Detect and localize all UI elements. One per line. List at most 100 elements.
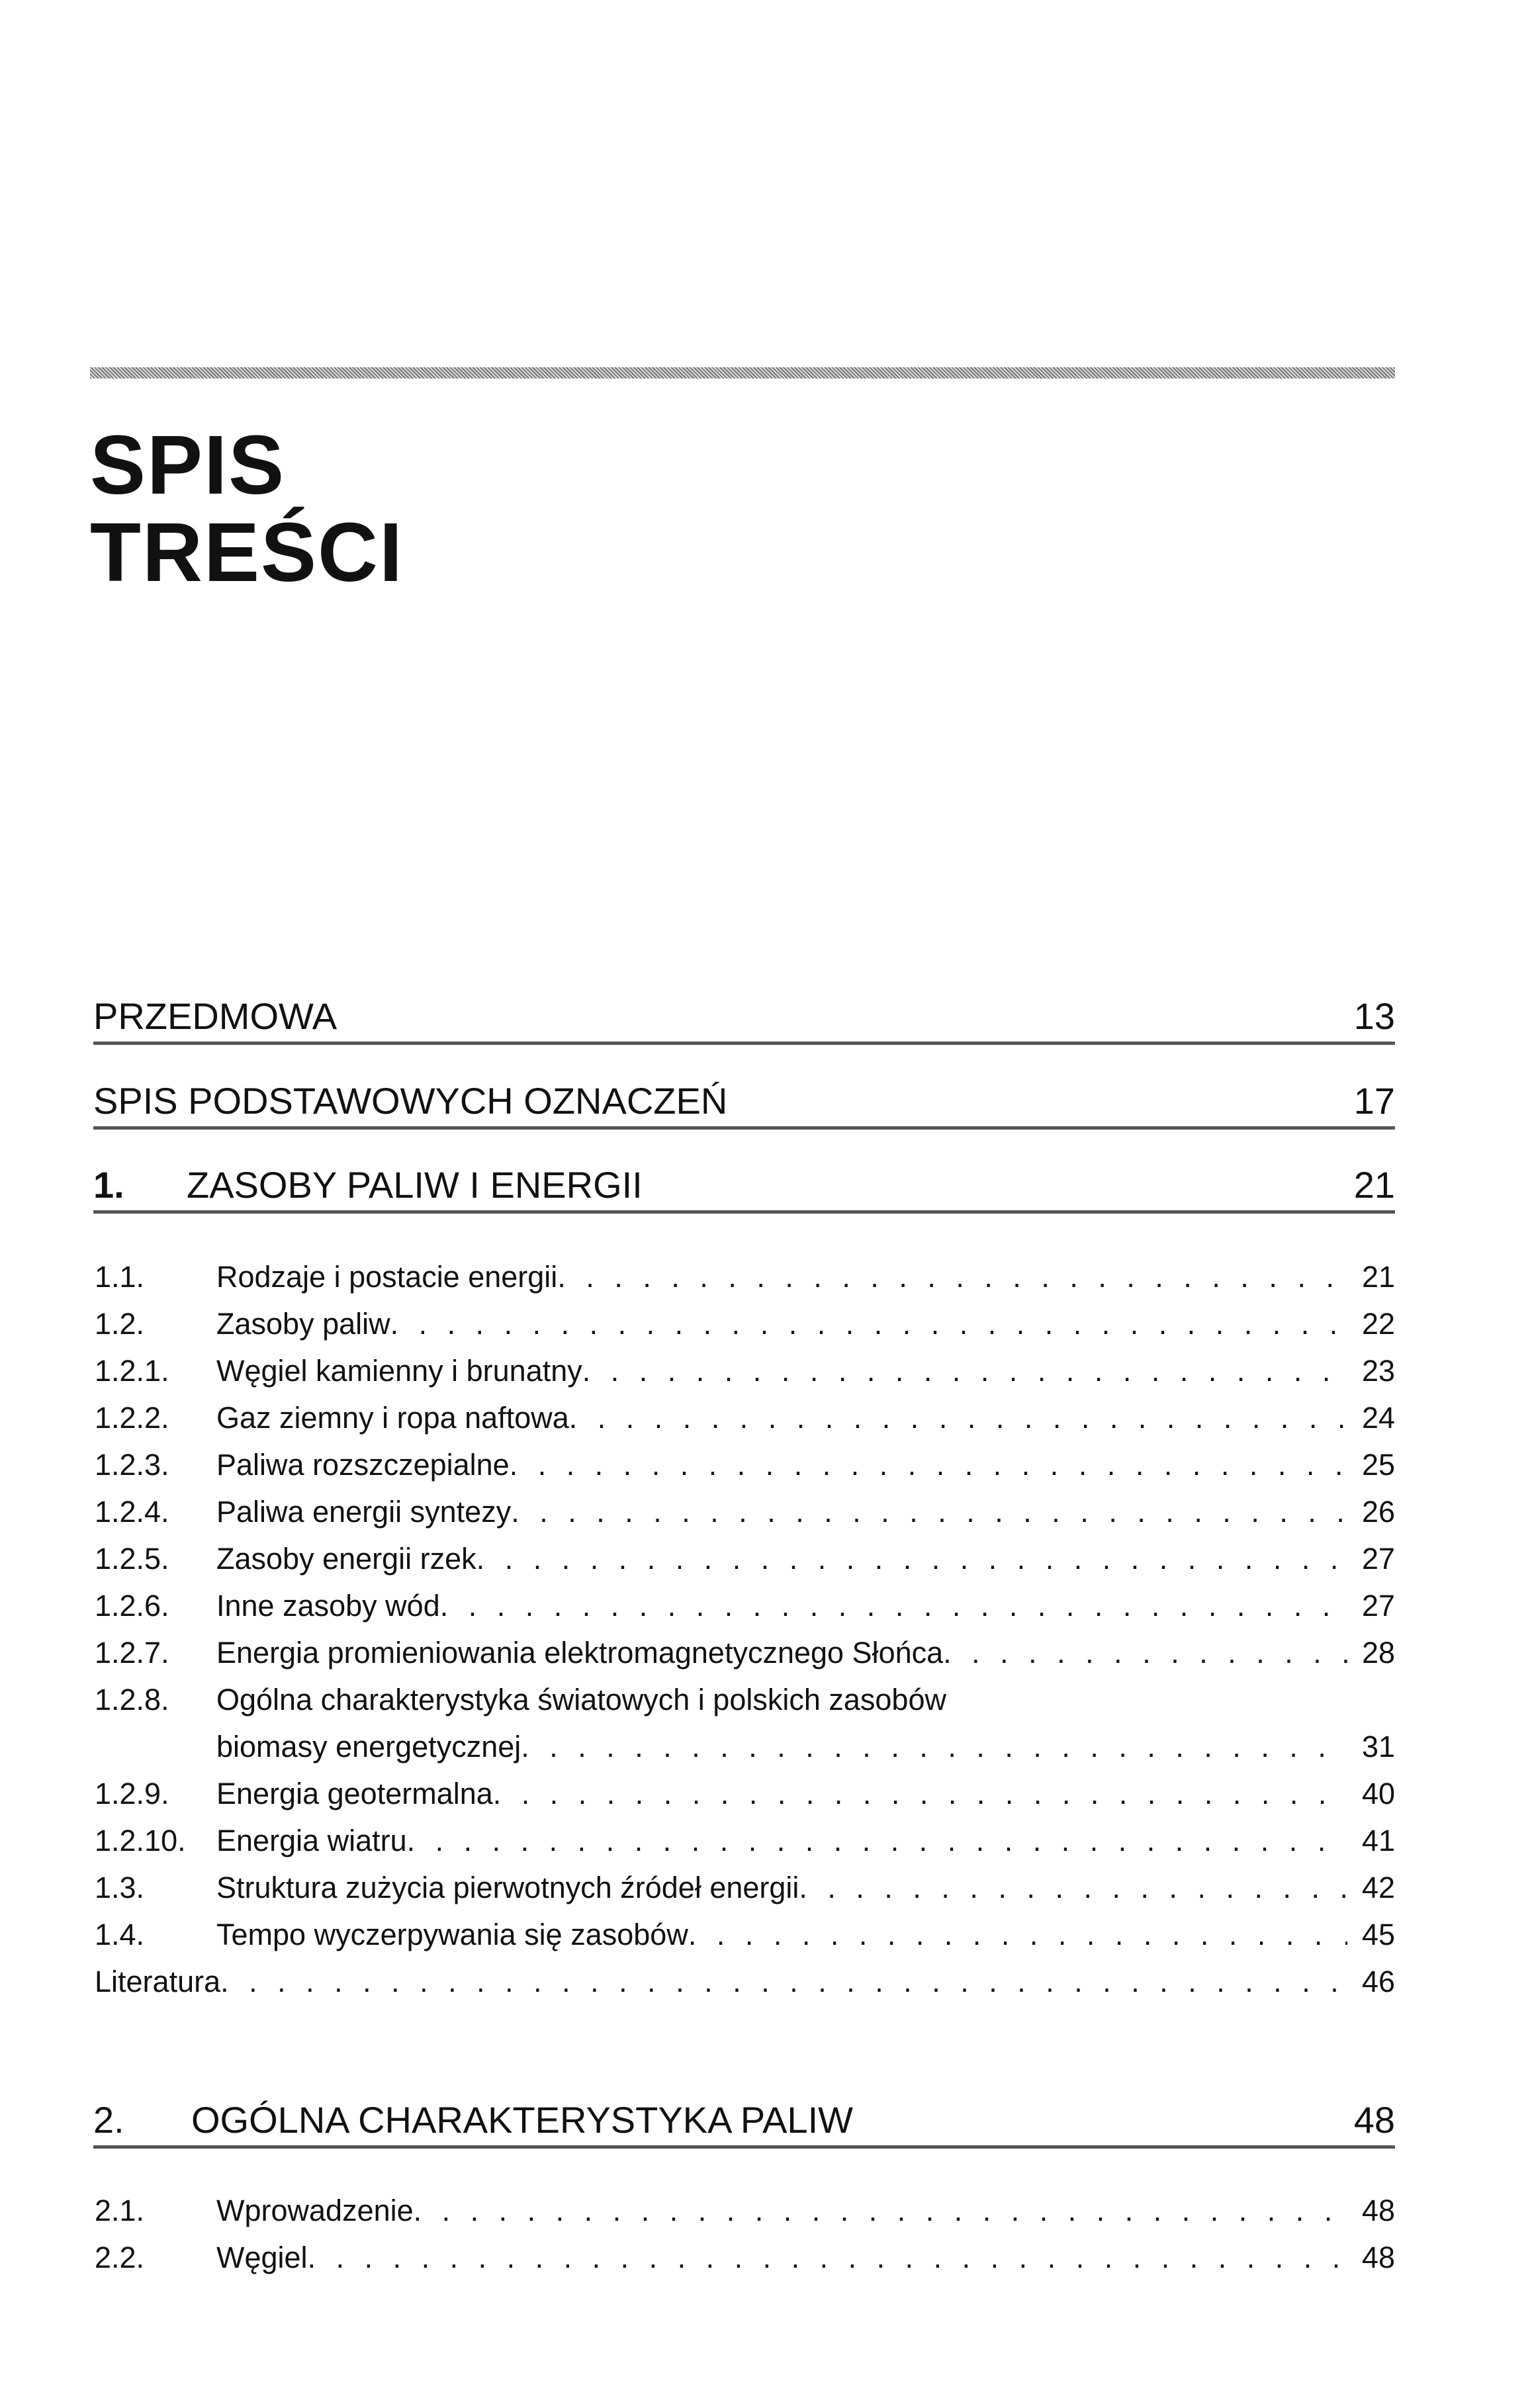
entry-title: Energia geotermalna: [216, 1777, 493, 1810]
dot-leader: [440, 1586, 1347, 1626]
entry-number: 1.2.: [95, 1307, 145, 1341]
page-title-line1: SPIS: [90, 418, 286, 512]
section-label: SPIS PODSTAWOWYCH OZNACZEŃ: [93, 1080, 728, 1122]
dot-leader: [688, 1915, 1347, 1955]
entry-number: 1.2.10.: [95, 1824, 186, 1857]
chapter-number: 2.: [93, 2099, 124, 2141]
page-number: 17: [1353, 1080, 1395, 1122]
page-number: 23: [1361, 1354, 1395, 1388]
dot-leader: [414, 2191, 1347, 2231]
section-przedmowa[interactable]: PRZEDMOWA 13: [93, 995, 1395, 1045]
page-number: 31: [1361, 1730, 1395, 1763]
entry-number: 1.2.9.: [95, 1777, 169, 1810]
page-number: 42: [1361, 1871, 1395, 1904]
dot-leader: [220, 1962, 1347, 2002]
toc-entry-line1[interactable]: 1.2.8. Ogólna charakterystyka światowych …: [95, 1680, 1395, 1720]
dot-leader: [407, 1821, 1347, 1861]
entry-title: biomasy energetycznej: [216, 1730, 521, 1763]
page-number: 46: [1361, 1965, 1395, 1998]
dot-leader: [943, 1633, 1347, 1673]
entry-title: Literatura: [95, 1965, 221, 1998]
page-number: 28: [1361, 1636, 1395, 1670]
entry-number: 1.3.: [95, 1871, 145, 1904]
entry-number: 1.2.2.: [95, 1401, 169, 1435]
section-oznaczenia[interactable]: SPIS PODSTAWOWYCH OZNACZEŃ 17: [93, 1080, 1395, 1130]
toc-entry[interactable]: 1.2.10. Energia wiatru 41: [95, 1821, 1395, 1861]
page-number: 25: [1361, 1448, 1395, 1482]
toc-entry[interactable]: 1.2.6. Inne zasoby wód 27: [95, 1586, 1395, 1626]
entry-title: Struktura zużycia pierwotnych źródeł ene…: [216, 1871, 799, 1904]
entry-number: 2.1.: [95, 2194, 145, 2227]
chapter-label: OGÓLNA CHARAKTERYSTYKA PALIW: [191, 2099, 853, 2141]
toc-entry[interactable]: biomasy energetycznej 31: [95, 1727, 1395, 1767]
chapter-2-heading[interactable]: 2. OGÓLNA CHARAKTERYSTYKA PALIW 48: [93, 2099, 1395, 2149]
dot-leader: [569, 1398, 1347, 1438]
entry-title: Energia promieniowania elektromagnetyczn…: [216, 1636, 944, 1670]
toc-entry[interactable]: 1.2.5. Zasoby energii rzek 27: [95, 1539, 1395, 1579]
dot-leader: [476, 1539, 1347, 1579]
page-number: 21: [1353, 1164, 1395, 1206]
entry-title: Tempo wyczerpywania się zasobów: [216, 1918, 688, 1951]
entry-number: 2.2.: [95, 2241, 145, 2274]
dot-leader: [521, 1727, 1347, 1767]
entry-title: Wprowadzenie: [216, 2194, 414, 2227]
dot-leader: [308, 2238, 1347, 2278]
toc-entry[interactable]: 1.1. Rodzaje i postacie energii 21: [95, 1257, 1395, 1297]
page-number: 40: [1361, 1777, 1395, 1810]
chapter-label: ZASOBY PALIW I ENERGII: [187, 1164, 643, 1206]
dot-leader: [390, 1304, 1347, 1344]
entry-number: 1.2.3.: [95, 1448, 169, 1482]
toc-entry[interactable]: 1.4. Tempo wyczerpywania się zasobów 45: [95, 1915, 1395, 1955]
dot-leader: [511, 1492, 1347, 1532]
entry-number: 1.2.5.: [95, 1542, 169, 1576]
page-number: 27: [1361, 1589, 1395, 1623]
entry-number: 1.2.8.: [95, 1683, 169, 1717]
entry-title: Inne zasoby wód: [216, 1589, 440, 1623]
dot-leader: [510, 1445, 1347, 1485]
chapter-1-heading[interactable]: 1. ZASOBY PALIW I ENERGII 21: [93, 1164, 1395, 1214]
page-number: 24: [1361, 1401, 1395, 1435]
entry-title: Gaz ziemny i ropa naftowa: [216, 1401, 569, 1435]
toc-entry[interactable]: 1.3. Struktura zużycia pierwotnych źródeł…: [95, 1868, 1395, 1908]
entry-number: 1.2.7.: [95, 1636, 169, 1670]
toc-entry[interactable]: 1.2.9. Energia geotermalna 40: [95, 1774, 1395, 1814]
page-number: 13: [1353, 995, 1395, 1037]
dot-leader: [557, 1257, 1347, 1297]
entry-number: 1.2.6.: [95, 1589, 169, 1623]
entry-title: Zasoby paliw: [216, 1307, 390, 1341]
page-title-line2: TREŚCI: [90, 506, 404, 599]
entry-title-line1: Ogólna charakterystyka światowych i pols…: [216, 1683, 946, 1717]
toc-entry[interactable]: 2.1. Wprowadzenie 48: [95, 2191, 1395, 2231]
page-number: 21: [1361, 1260, 1395, 1294]
dot-leader: [799, 1868, 1347, 1908]
toc-entry[interactable]: Literatura 46: [95, 1962, 1395, 2002]
entry-title: Energia wiatru: [216, 1824, 407, 1857]
entry-title: Paliwa energii syntezy: [216, 1495, 512, 1529]
toc-entry[interactable]: 1.2.1. Węgiel kamienny i brunatny 23: [95, 1351, 1395, 1391]
toc-entry[interactable]: 1.2. Zasoby paliw 22: [95, 1304, 1395, 1344]
toc-entry[interactable]: 1.2.7. Energia promieniowania elektromagn…: [95, 1633, 1395, 1673]
decorative-bar: [90, 367, 1395, 379]
toc-entry[interactable]: 1.2.3. Paliwa rozszczepialne 25: [95, 1445, 1395, 1485]
page-number: 45: [1361, 1918, 1395, 1951]
page-number: 48: [1361, 2241, 1395, 2274]
section-label: PRZEDMOWA: [93, 995, 338, 1037]
entry-number: 1.4.: [95, 1918, 145, 1951]
toc-entry[interactable]: 2.2. Węgiel 48: [95, 2238, 1395, 2278]
chapter-number: 1.: [93, 1164, 124, 1206]
page-number: 22: [1361, 1307, 1395, 1341]
page-number: 26: [1361, 1495, 1395, 1529]
toc-entry[interactable]: 1.2.4. Paliwa energii syntezy 26: [95, 1492, 1395, 1532]
entry-title: Węgiel: [216, 2241, 308, 2274]
entry-number: 1.2.4.: [95, 1495, 169, 1529]
page-number: 48: [1361, 2194, 1395, 2227]
page-number: 41: [1361, 1824, 1395, 1857]
entry-title: Węgiel kamienny i brunatny: [216, 1354, 582, 1388]
toc-entry[interactable]: 1.2.2. Gaz ziemny i ropa naftowa 24: [95, 1398, 1395, 1438]
entry-title: Zasoby energii rzek: [216, 1542, 476, 1576]
entry-title: Paliwa rozszczepialne: [216, 1448, 510, 1482]
dot-leader: [582, 1351, 1347, 1391]
entry-title: Rodzaje i postacie energii: [216, 1260, 558, 1294]
dot-leader: [493, 1774, 1347, 1814]
page-number: 48: [1353, 2099, 1395, 2141]
